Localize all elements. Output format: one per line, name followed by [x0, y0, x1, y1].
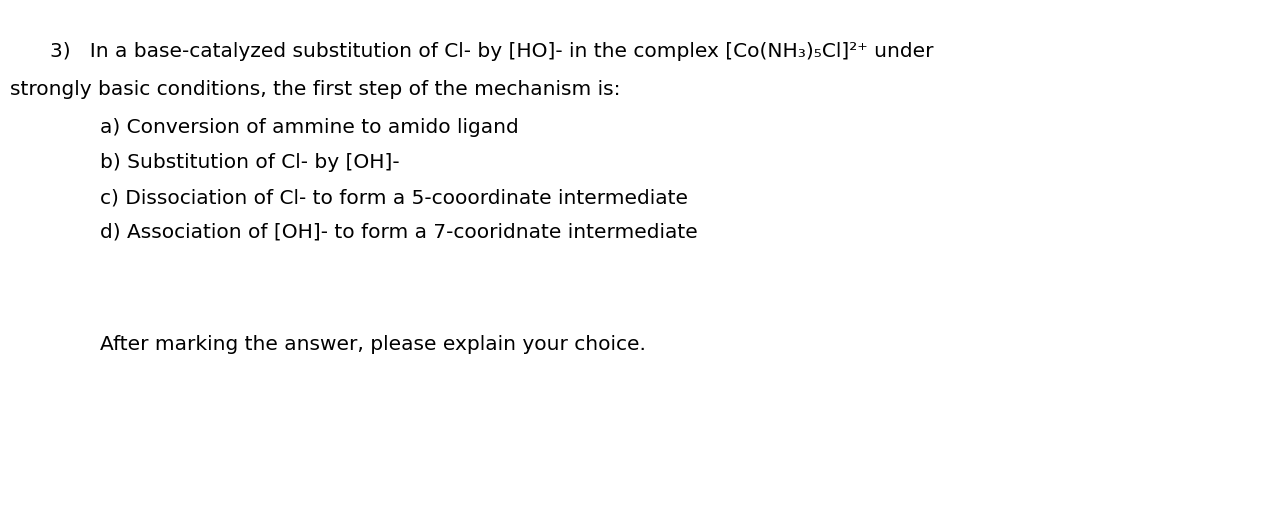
Text: a) Conversion of ammine to amido ligand: a) Conversion of ammine to amido ligand: [100, 118, 519, 137]
Text: 3)   In a base-catalyzed substitution of Cl- by [HO]- in the complex [Co(NH₃)₅Cl: 3) In a base-catalyzed substitution of C…: [50, 42, 933, 61]
Text: strongly basic conditions, the first step of the mechanism is:: strongly basic conditions, the first ste…: [10, 80, 620, 99]
Text: After marking the answer, please explain your choice.: After marking the answer, please explain…: [100, 334, 646, 353]
Text: b) Substitution of Cl- by [OH]-: b) Substitution of Cl- by [OH]-: [100, 153, 399, 172]
Text: c) Dissociation of Cl- to form a 5-cooordinate intermediate: c) Dissociation of Cl- to form a 5-cooor…: [100, 188, 688, 207]
Text: d) Association of [OH]- to form a 7-cooridnate intermediate: d) Association of [OH]- to form a 7-coor…: [100, 223, 697, 241]
